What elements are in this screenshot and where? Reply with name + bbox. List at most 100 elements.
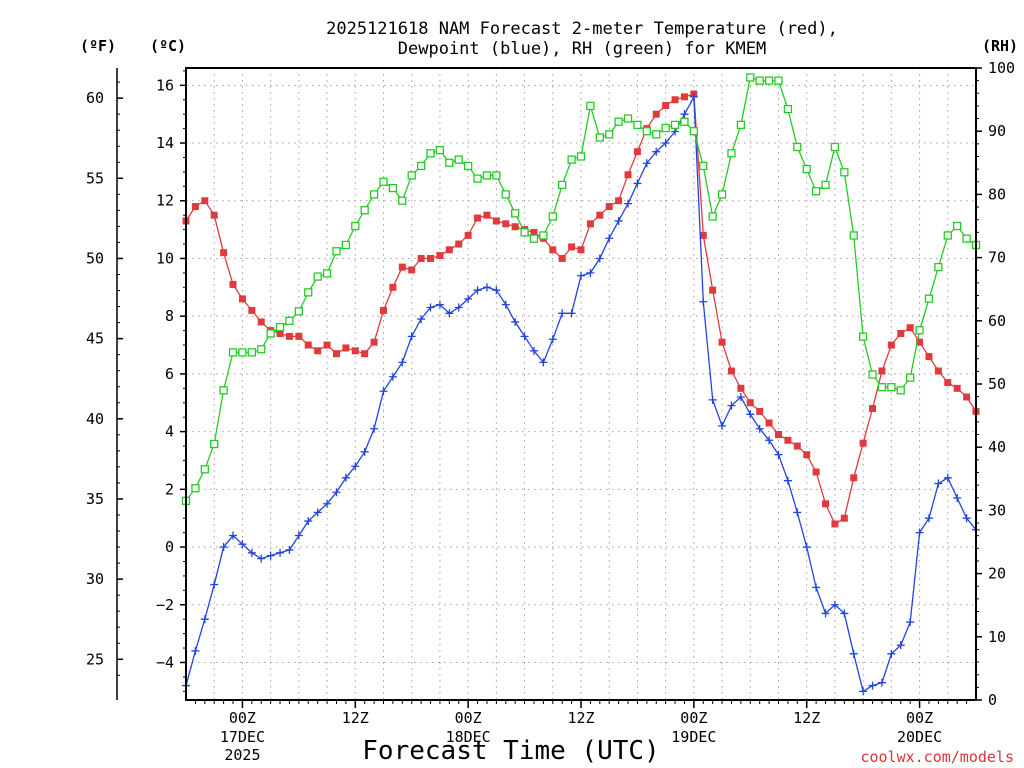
temperature-point (831, 520, 839, 528)
rh-tick-label: 20 (988, 565, 1006, 583)
dewpoint-point (821, 609, 830, 618)
temperature-point (887, 341, 895, 349)
chart-title-line-2: Dewpoint (blue), RH (green) for KMEM (398, 39, 766, 59)
fahrenheit-tick-label: 25 (86, 650, 104, 668)
rh-point (821, 180, 830, 190)
rh-point (736, 120, 746, 130)
rh-point (896, 386, 905, 395)
temperature-point (803, 451, 811, 459)
dewpoint-point (219, 543, 228, 552)
dewpoint-point (567, 309, 576, 318)
dewpoint-point (924, 514, 933, 523)
chart-title-line-1: 2025121618 NAM Forecast 2-meter Temperat… (326, 19, 838, 39)
dewpoint-point (388, 372, 397, 381)
dewpoint-point (473, 286, 482, 295)
time-tick-date-label: 20DEC (897, 728, 942, 746)
rh-tick-label: 0 (988, 691, 997, 709)
rh-point (567, 155, 576, 164)
temperature-point (380, 306, 387, 314)
dewpoint-point (435, 300, 444, 309)
rh-point (304, 288, 313, 297)
temperature-point (765, 419, 773, 427)
temperature-point (906, 324, 914, 332)
rh-tick-label: 40 (988, 438, 1006, 456)
dewpoint-point (520, 332, 529, 341)
rh-point (614, 117, 623, 126)
temperature-point (869, 405, 877, 413)
fahrenheit-tick-label: 35 (86, 490, 104, 508)
dewpoint-point (793, 508, 802, 517)
rh-point (388, 183, 398, 193)
dewpoint-point (257, 554, 266, 563)
temperature-point (746, 399, 754, 407)
dewpoint-point (341, 473, 350, 482)
rh-tick-label: 10 (988, 628, 1006, 646)
temperature-point (718, 338, 726, 346)
rh-unit-label: (RH) (982, 37, 1018, 55)
rh-tick-label: 100 (988, 59, 1015, 77)
dewpoint-point (426, 303, 435, 312)
time-tick-date-label: 18DEC (446, 728, 491, 746)
rh-point (868, 370, 877, 379)
rh-point (774, 76, 783, 85)
rh-point (934, 262, 943, 272)
rh-point (360, 206, 369, 215)
temperature-point (238, 295, 246, 303)
dewpoint-point (708, 395, 717, 404)
fahrenheit-tick-label: 55 (86, 169, 104, 187)
temperature-point (295, 332, 303, 340)
rh-point (680, 117, 689, 126)
temperature-point (276, 329, 284, 337)
rh-point (219, 386, 228, 395)
fahrenheit-tick-label: 30 (86, 570, 104, 588)
rh-point (191, 484, 200, 493)
rh-point (746, 73, 755, 82)
temperature-point (558, 254, 566, 262)
temperature-point (492, 217, 500, 225)
dewpoint-point (934, 479, 943, 488)
rh-point (642, 127, 651, 136)
dewpoint-point (304, 517, 313, 526)
temperature-point (389, 283, 397, 291)
dewpoint-point (614, 216, 623, 225)
rh-point (379, 177, 388, 186)
dewpoint-point (887, 649, 896, 658)
rh-point (764, 76, 774, 85)
dewpoint-point (379, 387, 388, 396)
dewpoint-point (577, 271, 585, 280)
rh-point (915, 326, 924, 335)
rh-point (717, 190, 727, 199)
temperature-point (652, 110, 660, 118)
time-tick-label: 12Z (342, 709, 369, 727)
temperature-point (511, 223, 519, 231)
rh-point (727, 149, 736, 158)
rh-tick-label: 70 (988, 249, 1006, 267)
time-tick-label: 00Z (680, 709, 707, 727)
rh-point (840, 168, 849, 177)
rh-point (595, 133, 604, 142)
dewpoint-point (689, 92, 698, 101)
temperature-point (793, 442, 801, 450)
dewpoint-point (398, 358, 407, 367)
dewpoint-point (774, 450, 783, 459)
temperature-point (624, 171, 632, 179)
rh-tick-label: 90 (988, 122, 1006, 140)
fahrenheit-tick-label: 40 (86, 410, 104, 428)
dewpoint-point (755, 424, 764, 433)
temperature-point (191, 203, 199, 211)
rh-point (313, 272, 322, 281)
rh-point (877, 383, 887, 392)
rh-point (623, 114, 633, 123)
temperature-point (342, 344, 350, 352)
temperature-point (916, 338, 924, 346)
rh-point (341, 240, 351, 250)
temperature-point (408, 266, 416, 274)
rh-point (238, 348, 247, 357)
dewpoint-point (351, 462, 360, 471)
celsius-tick-label: −4 (156, 653, 174, 671)
dewpoint-point (605, 234, 614, 243)
rh-point (482, 171, 492, 180)
temperature-point (398, 263, 406, 271)
dewpoint-point (642, 159, 651, 168)
